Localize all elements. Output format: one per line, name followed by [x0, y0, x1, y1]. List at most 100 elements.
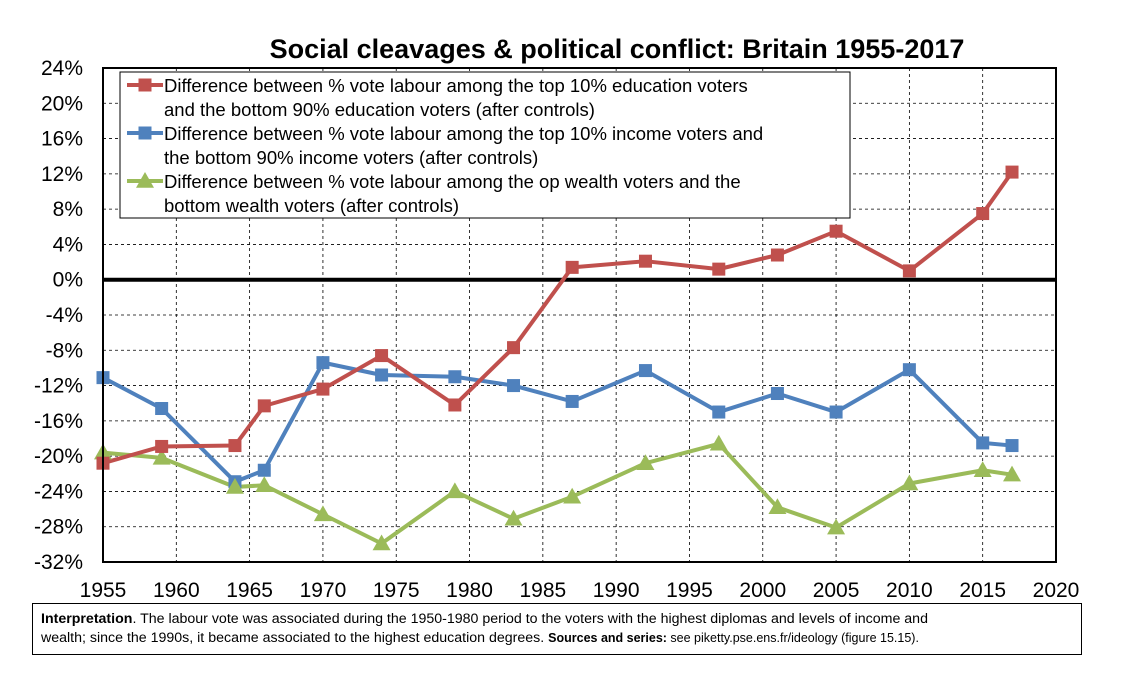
data-point — [638, 364, 652, 378]
data-point — [504, 509, 523, 526]
data-point — [448, 398, 462, 412]
data-point — [565, 394, 579, 408]
legend-entry-text: the bottom 90% income voters (after cont… — [164, 147, 538, 168]
interpretation-note: Interpretation. The labour vote was asso… — [32, 603, 1082, 655]
chart-title: Social cleavages & political conflict: B… — [270, 34, 965, 64]
data-point — [712, 262, 726, 276]
legend-box — [119, 71, 851, 219]
chart: Social cleavages & political conflict: B… — [34, 34, 1080, 600]
data-point — [770, 248, 784, 262]
x-tick-label: 2020 — [1033, 579, 1080, 600]
x-tick-label: 1985 — [519, 579, 566, 600]
legend-entry-text: and the bottom 90% education voters (aft… — [164, 99, 595, 120]
data-point — [375, 368, 389, 382]
data-point — [768, 498, 787, 515]
data-point — [770, 387, 784, 401]
legend-entry-text: Difference between % vote labour among t… — [164, 171, 741, 192]
data-point — [565, 260, 579, 274]
data-point — [155, 439, 169, 453]
data-point — [563, 487, 582, 504]
data-point — [1005, 165, 1019, 179]
series-line — [102, 360, 1013, 484]
data-point — [827, 518, 846, 535]
data-point — [316, 382, 330, 396]
y-tick-label: -28% — [34, 516, 83, 539]
legend-entry-text: bottom wealth voters (after controls) — [164, 195, 459, 216]
series-line — [102, 441, 1013, 546]
legend-entry-text: Difference between % vote labour among t… — [164, 75, 748, 96]
data-point — [257, 399, 271, 413]
legend-marker — [138, 78, 152, 92]
x-tick-label: 2015 — [959, 579, 1006, 600]
x-tick-label: 1965 — [226, 579, 273, 600]
data-point — [313, 505, 332, 522]
legend-marker — [138, 126, 152, 140]
y-tick-label: 4% — [53, 233, 83, 256]
data-point — [155, 402, 169, 416]
data-point — [976, 436, 990, 450]
data-point — [228, 439, 242, 453]
data-point — [375, 349, 389, 363]
sources-text: see piketty.pse.ens.fr/ideology (figure … — [666, 631, 919, 645]
data-point — [973, 461, 992, 478]
x-tick-label: 2005 — [813, 579, 860, 600]
x-tick-label: 1955 — [80, 579, 127, 600]
data-point — [255, 476, 274, 493]
x-tick-label: 1990 — [593, 579, 640, 600]
data-point — [257, 463, 271, 477]
data-point — [709, 434, 728, 451]
interpretation-label: Interpretation — [41, 611, 133, 627]
data-point — [225, 478, 244, 494]
series-lines — [102, 170, 1014, 546]
y-tick-label: -12% — [34, 375, 83, 398]
x-tick-label: 1980 — [446, 579, 493, 600]
data-point — [638, 254, 652, 268]
y-tick-label: 16% — [41, 128, 83, 151]
y-tick-label: 20% — [41, 92, 83, 115]
y-tick-label: -4% — [46, 304, 83, 327]
y-tick-label: 8% — [53, 198, 83, 221]
data-point — [372, 534, 391, 551]
data-point — [507, 341, 521, 355]
data-point — [507, 379, 521, 393]
x-axis-ticks: 1955 1960 1965 1970 1975 1980 1985 1990 1995 2000… — [80, 579, 1080, 600]
data-point — [1003, 465, 1022, 482]
interpretation-text-1: . The labour vote was associated during … — [132, 611, 928, 627]
plot-frame — [102, 67, 1057, 563]
legend-entry-text: Difference between % vote labour among t… — [164, 123, 763, 144]
legend: Difference between % vote labour among t… — [119, 71, 851, 219]
y-tick-label: 24% — [41, 57, 83, 80]
y-tick-label: 12% — [41, 163, 83, 186]
y-tick-label: -24% — [34, 480, 83, 503]
data-point — [900, 474, 919, 491]
x-tick-label: 1995 — [666, 579, 713, 600]
y-tick-label: -32% — [34, 551, 83, 574]
series-line — [102, 170, 1014, 466]
data-point — [829, 224, 843, 238]
data-point — [316, 356, 330, 370]
data-point — [445, 482, 464, 499]
x-tick-label: 1975 — [373, 579, 420, 600]
data-point — [152, 448, 171, 465]
x-tick-label: 1960 — [153, 579, 200, 600]
data-point — [636, 454, 655, 470]
x-tick-label: 2000 — [739, 579, 786, 600]
data-point — [976, 207, 990, 221]
y-tick-label: 0% — [53, 269, 83, 292]
data-point — [902, 264, 916, 278]
y-tick-label: -20% — [34, 445, 83, 468]
series-markers — [94, 165, 1022, 551]
y-axis-ticks: 24% 20% 16% 12% 8% 4% 0% -4% -8% -12% -16% -20% -24%… — [34, 57, 83, 574]
sources-label: Sources and series: — [548, 631, 667, 645]
data-point — [829, 405, 843, 419]
data-point — [448, 370, 462, 384]
data-point — [902, 363, 916, 377]
interpretation-text-2: wealth; since the 1990s, it became assoc… — [41, 630, 549, 646]
legend-marker — [136, 172, 154, 188]
data-point — [712, 405, 726, 419]
y-tick-label: -16% — [34, 410, 83, 433]
x-tick-label: 1970 — [300, 579, 347, 600]
y-tick-label: -8% — [46, 339, 83, 362]
x-tick-label: 2010 — [886, 579, 933, 600]
data-point — [1005, 439, 1019, 453]
